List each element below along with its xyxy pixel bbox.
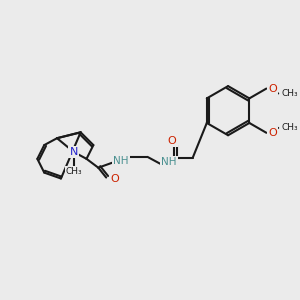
Text: NH: NH — [113, 156, 129, 166]
Text: N: N — [70, 147, 78, 157]
Text: NH: NH — [161, 157, 177, 167]
Text: O: O — [268, 128, 277, 138]
Text: CH₃: CH₃ — [281, 123, 298, 132]
Text: O: O — [110, 175, 119, 184]
Text: O: O — [168, 136, 176, 146]
Text: O: O — [268, 84, 277, 94]
Text: CH₃: CH₃ — [281, 89, 298, 98]
Text: CH₃: CH₃ — [65, 167, 82, 176]
